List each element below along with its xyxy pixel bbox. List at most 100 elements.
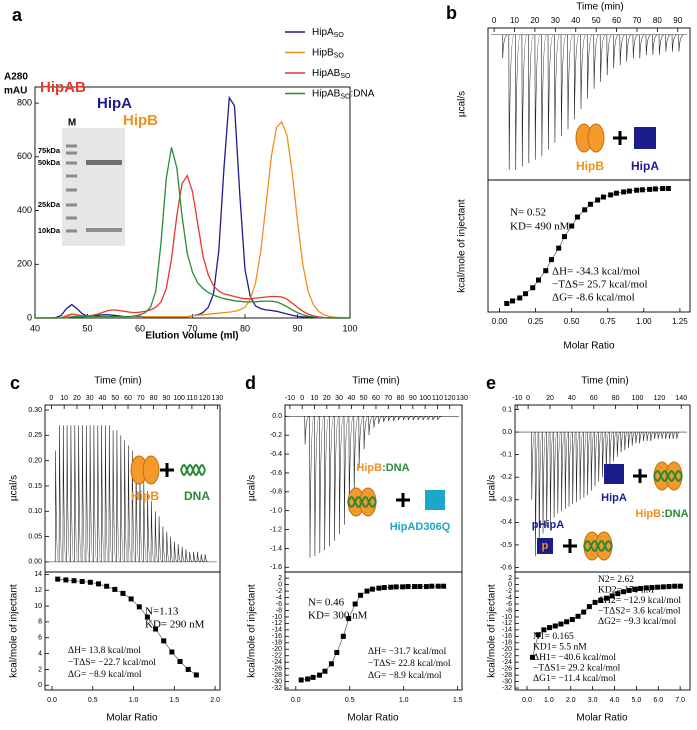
y-axis-label: µcal/s <box>9 475 20 501</box>
injection-peak <box>319 416 325 554</box>
injection-peak <box>657 431 661 439</box>
icon-label: DNA <box>184 489 210 503</box>
x-tick-label: 1.25 <box>672 317 688 326</box>
x-tick-label: 0 <box>300 395 304 402</box>
data-point <box>552 623 558 629</box>
y-tick-label: 400 <box>17 205 32 215</box>
injection-peak <box>154 511 159 563</box>
protein-icon <box>604 464 624 484</box>
legend-text: SO <box>334 52 345 59</box>
injection-peak <box>177 544 182 563</box>
data-point <box>400 584 406 590</box>
x-tick-label: 140 <box>675 395 687 402</box>
data-point <box>412 584 418 590</box>
x-tick-label: 110 <box>186 395 197 402</box>
dna-icon <box>653 469 683 483</box>
x-tick-label: 120 <box>199 395 211 402</box>
y-tick-label: 10 <box>34 603 42 610</box>
data-point <box>376 585 382 591</box>
injection-peak <box>120 435 124 563</box>
data-point <box>517 295 523 301</box>
data-point <box>310 674 316 680</box>
injection-peak <box>593 34 599 89</box>
y-tick-label: -8 <box>506 607 512 614</box>
injection-peak <box>97 425 101 563</box>
fit-annotation: −TΔS= 25.7 kcal/mol <box>552 279 648 291</box>
data-point <box>613 190 619 196</box>
x-tick-label: 4.0 <box>610 697 620 704</box>
x-tick-label: 70 <box>137 395 145 402</box>
fit-annotation: ΔG1= −11.4 kcal/mol <box>533 674 616 684</box>
data-point <box>626 188 632 194</box>
injection-peak <box>150 501 155 563</box>
gel-lane-label: M <box>68 118 76 129</box>
legend-entry: HipASO <box>312 27 344 39</box>
x-tick-label: 10 <box>510 16 519 25</box>
injection-peak <box>652 34 658 56</box>
injection-peak <box>185 549 189 563</box>
injection-peak <box>363 416 369 450</box>
injection-peak <box>329 416 334 547</box>
y-tick-label: -0.2 <box>270 432 282 439</box>
series-line <box>35 147 350 319</box>
icon-label: pHipA <box>532 519 564 531</box>
injection-peak <box>626 34 632 62</box>
data-point <box>634 187 640 193</box>
label-part: HipA <box>631 159 659 173</box>
data-point <box>587 201 593 207</box>
injection-peak <box>678 34 684 52</box>
injection-peak <box>77 425 82 563</box>
injection-peak <box>204 554 208 563</box>
x-tick-label: 50 <box>360 395 368 402</box>
x-tick-label: 80 <box>397 395 405 402</box>
x-tick-label: 20 <box>530 16 539 25</box>
x-tick-label: 1.0 <box>129 697 139 704</box>
y-tick-label: -0.1 <box>500 451 512 458</box>
x-tick-label: 5.0 <box>632 697 642 704</box>
x-tick-label: 1.0 <box>544 697 554 704</box>
y-tick-label: 2 <box>508 575 512 582</box>
data-point <box>543 268 549 274</box>
injection-peak <box>635 431 639 444</box>
y-tick-label: -26 <box>502 666 512 673</box>
data-point <box>541 627 547 633</box>
x-axis-label: Molar Ratio <box>563 341 615 352</box>
y-axis-label: kcal/mole of injectant <box>487 584 498 678</box>
y-tick-label: -22 <box>272 653 282 660</box>
injection-peak <box>304 416 310 445</box>
y-tick-label: 8 <box>38 619 42 626</box>
injection-peak <box>81 425 86 563</box>
y-tick-label: -1.6 <box>270 564 282 571</box>
injection-peak <box>642 431 647 442</box>
y-tick-label: -10 <box>272 614 282 621</box>
injection-peak <box>309 416 315 558</box>
dna-icon <box>347 495 377 509</box>
fit-annotation: ΔG2= −9.3 kcal/mol <box>598 617 677 627</box>
data-point <box>592 599 598 605</box>
data-point <box>429 583 435 589</box>
injection-peak <box>580 34 586 110</box>
icon-label: HipB:DNA <box>356 462 409 474</box>
y-tick-label: 2 <box>278 575 282 582</box>
label-part: HipB <box>576 159 604 173</box>
x-tick-label: 10 <box>60 395 68 402</box>
x-tick-label: 90 <box>409 395 417 402</box>
x-tick-label: 50 <box>82 323 92 333</box>
data-point <box>63 577 69 583</box>
y-tick-label: -32 <box>502 685 512 692</box>
y-tick-label: 6 <box>38 635 42 642</box>
x-tick-label: 70 <box>187 323 197 333</box>
data-point <box>364 588 370 594</box>
data-point <box>600 194 606 200</box>
data-point <box>621 589 626 595</box>
injection-peak <box>146 490 151 563</box>
x-tick-label: 1.00 <box>636 317 652 326</box>
injection-peak <box>388 416 393 422</box>
y-tick-label: 0.15 <box>28 483 42 490</box>
plot-frame <box>284 404 463 573</box>
data-point <box>87 579 93 585</box>
fit-annotation: ΔH= 13.8 kcal/mol <box>68 646 141 656</box>
x-tick-label: 90 <box>292 323 302 333</box>
gel-band <box>66 151 77 155</box>
